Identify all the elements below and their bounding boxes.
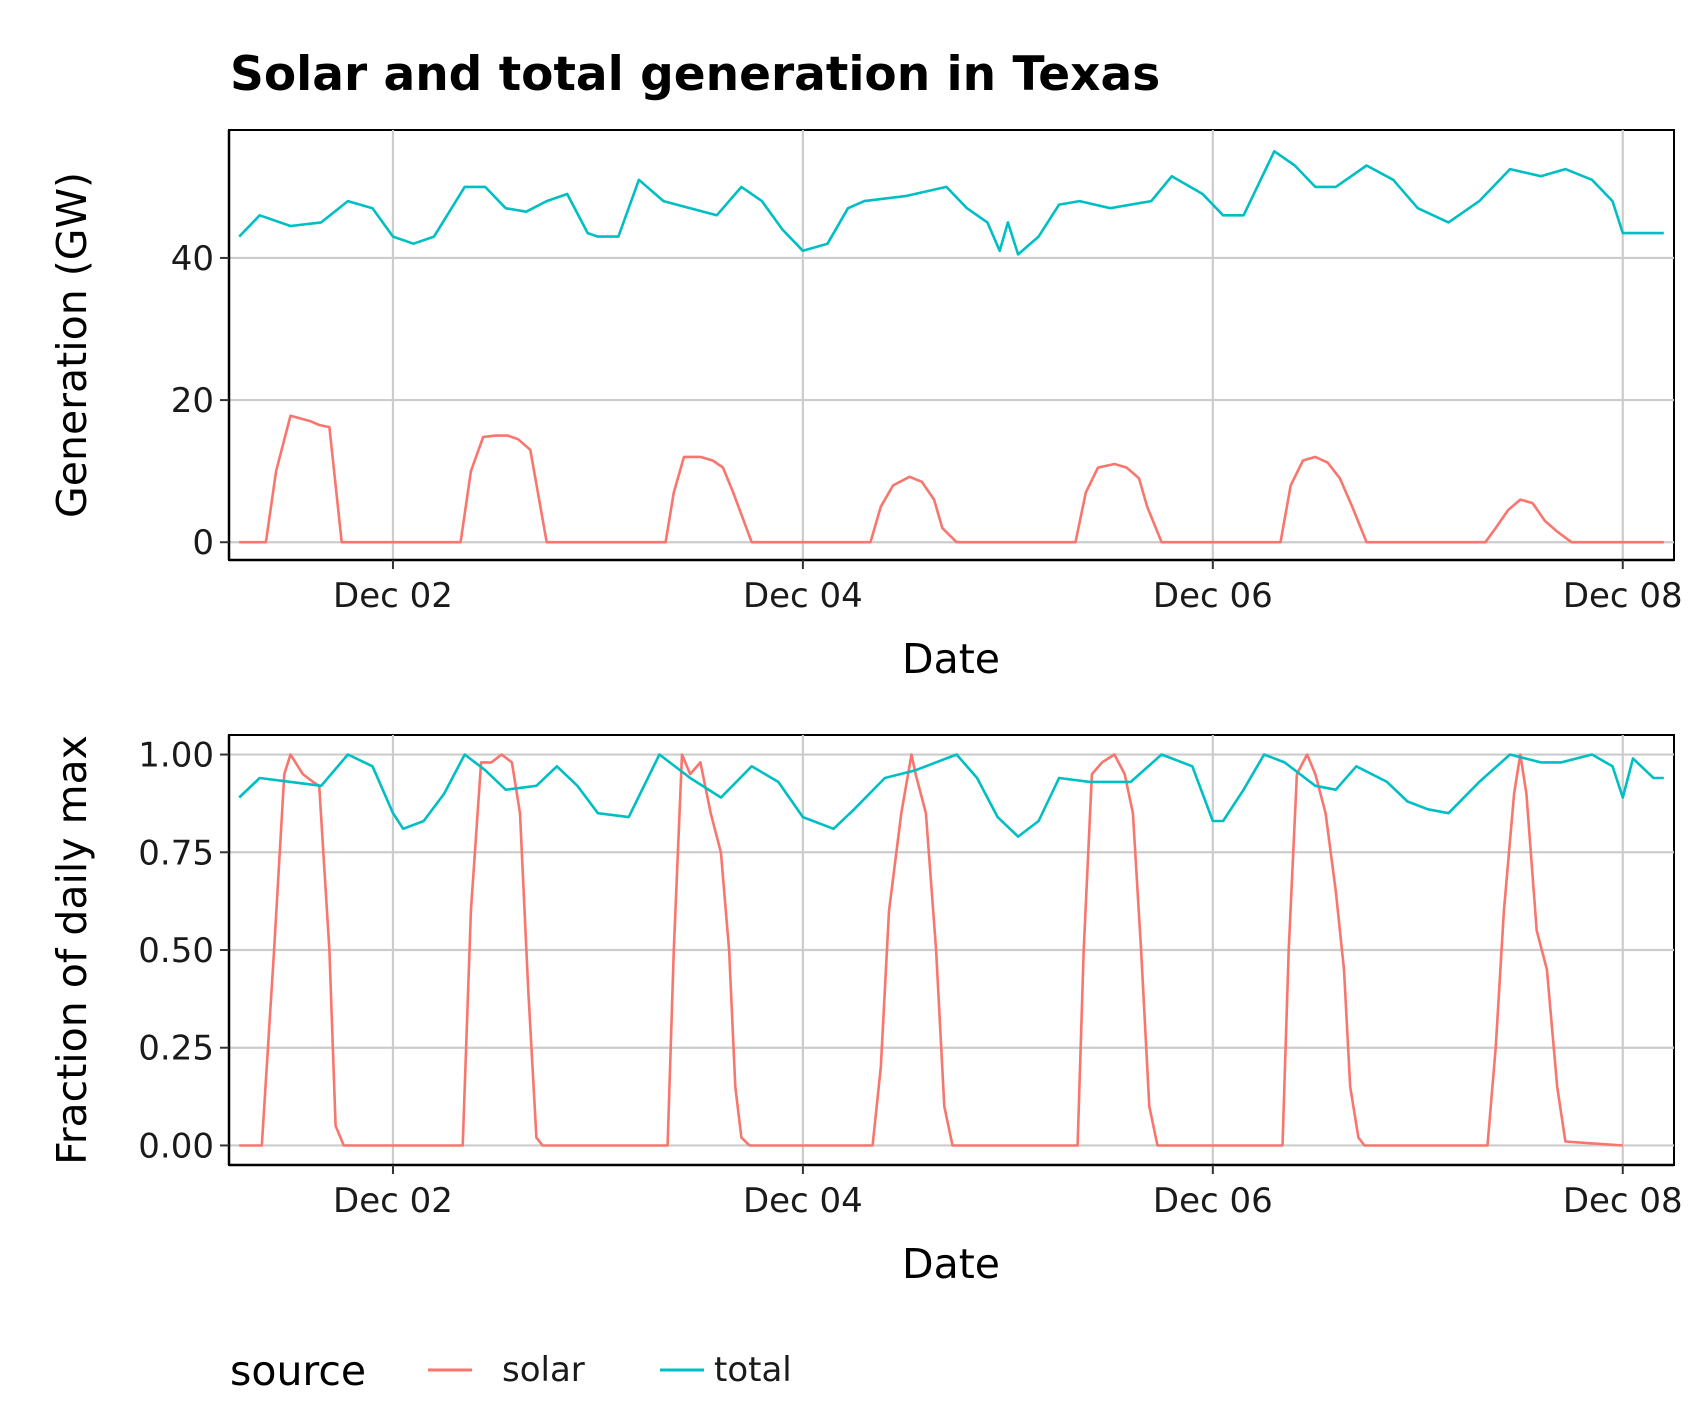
series-lines (238, 150, 1664, 544)
gridlines (229, 130, 1674, 560)
x-tick-label: Dec 04 (743, 1181, 863, 1221)
y-tick-label: 1.00 (138, 736, 214, 776)
x-axis-label: Date (902, 1240, 1000, 1288)
x-axis-label: Date (902, 635, 1000, 683)
series-lines (238, 753, 1664, 1147)
panel-fraction: Dec 02 Dec 04 Dec 06 Dec 08 0.00 0.25 0.50 0.75… (48, 734, 1683, 1288)
x-tick-label: Dec 08 (1563, 1181, 1683, 1221)
legend-label-solar: solar (502, 1350, 585, 1390)
series-line-solar (239, 414, 1664, 544)
x-tick-label: Dec 08 (1563, 576, 1683, 616)
chart-title: Solar and total generation in Texas (230, 47, 1160, 102)
legend-title: source (230, 1347, 366, 1395)
x-tick-label: Dec 06 (1153, 1181, 1273, 1221)
panel-background (228, 129, 1675, 561)
x-tick-label: Dec 06 (1153, 576, 1273, 616)
x-tick-label: Dec 02 (333, 1181, 453, 1221)
x-tick-label: Dec 04 (743, 576, 863, 616)
x-tick-label: Dec 02 (333, 576, 453, 616)
y-tick-label: 20 (171, 381, 214, 421)
y-axis-label: Generation (GW) (48, 172, 96, 518)
axes: Dec 02 Dec 04 Dec 06 Dec 08 0 20 40 (171, 130, 1683, 616)
legend: source solar total (230, 1347, 792, 1395)
y-tick-label: 0.25 (138, 1029, 214, 1069)
y-tick-label: 0.75 (138, 833, 214, 873)
panel-generation: Dec 02 Dec 04 Dec 06 Dec 08 0 20 40 Date Gener… (48, 129, 1683, 683)
axes: Dec 02 Dec 04 Dec 06 Dec 08 0.00 0.25 0.50 0.75… (138, 735, 1683, 1221)
series-line-total (238, 150, 1664, 256)
y-tick-label: 0.00 (138, 1126, 214, 1166)
y-tick-label: 0.50 (138, 931, 214, 971)
series-line-total (238, 753, 1664, 838)
legend-label-total: total (714, 1350, 792, 1390)
y-tick-label: 0 (192, 523, 214, 563)
y-axis-label: Fraction of daily max (48, 735, 96, 1165)
y-tick-label: 40 (171, 239, 214, 279)
series-line-solar (239, 753, 1623, 1147)
